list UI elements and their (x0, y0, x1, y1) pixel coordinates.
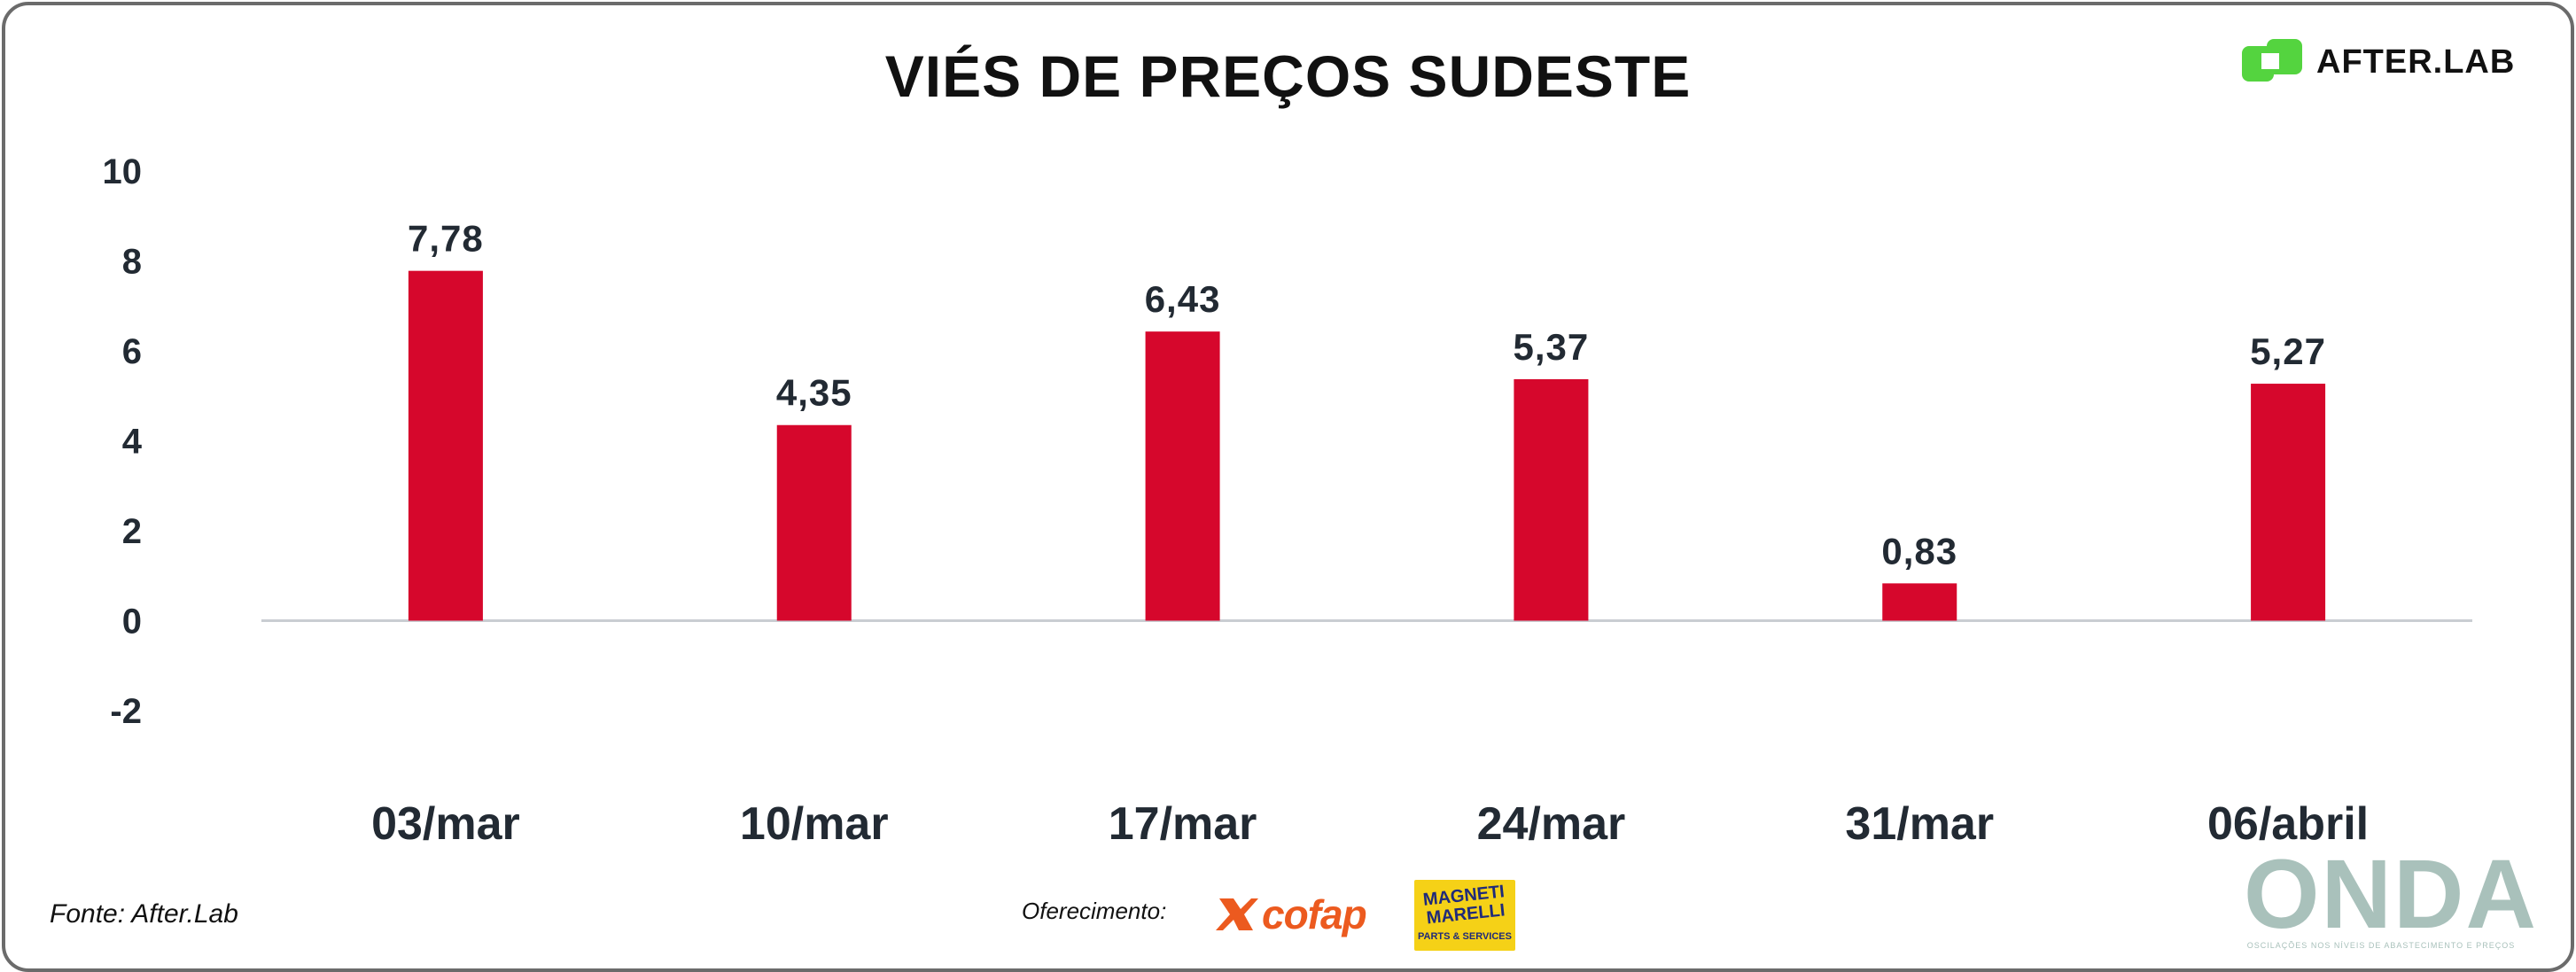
y-tick-label: -2 (110, 692, 142, 731)
magneti-marelli-sub: PARTS & SERVICES (1418, 931, 1512, 942)
afterlab-logo: AFTER.LAB (2242, 35, 2515, 89)
cofap-logo: cofap (1214, 890, 1367, 938)
bar-value-label: 6,43 (1145, 278, 1221, 320)
y-tick-label: 2 (122, 512, 142, 551)
cofap-logo-text: cofap (1262, 891, 1367, 937)
onda-logo-text: ONDA (2244, 840, 2538, 949)
source-note: Fonte: After.Lab (50, 899, 238, 929)
bar (2251, 384, 2326, 621)
onda-tagline: OSCILAÇÕES NOS NÍVEIS DE ABASTECIMENTO E… (2246, 941, 2516, 950)
bar-value-label: 5,37 (1514, 326, 1590, 368)
bar (1145, 331, 1220, 621)
cofap-x-icon (1216, 898, 1258, 930)
y-tick-label: 6 (122, 332, 142, 371)
y-tick-label: 10 (103, 152, 143, 191)
bar-value-label: 4,35 (776, 372, 852, 414)
bar-value-label: 7,78 (408, 218, 484, 260)
sponsor-label: Oferecimento: (1022, 898, 1167, 924)
chart-title: VIÉS DE PREÇOS SUDESTE (884, 43, 1692, 109)
bar (408, 270, 483, 621)
bars (408, 270, 2326, 621)
bar (1514, 378, 1589, 621)
y-tick-label: 0 (122, 603, 142, 642)
x-tick-label: 17/mar (1109, 798, 1257, 850)
x-axis: 03/mar 10/mar 17/mar 24/mar 31/mar 06/abril (371, 798, 2369, 850)
x-tick-label: 06/abril (2207, 798, 2369, 850)
y-tick-label: 8 (122, 243, 142, 282)
bar (1882, 583, 1957, 621)
x-tick-label: 24/mar (1477, 798, 1626, 850)
afterlab-logo-text: AFTER.LAB (2316, 43, 2516, 81)
magneti-marelli-name: MAGNETI MARELLI (1421, 882, 1506, 929)
y-axis: 10 8 6 4 2 0 -2 (103, 152, 143, 731)
onda-logo: ONDA OSCILAÇÕES NOS NÍVEIS DE ABASTECIME… (2244, 840, 2538, 951)
x-tick-label: 31/mar (1845, 798, 1994, 850)
bar-value-label: 0,83 (1881, 530, 1957, 572)
bar (776, 424, 852, 621)
magneti-marelli-logo: MAGNETI MARELLI PARTS & SERVICES (1414, 880, 1515, 951)
y-tick-label: 4 (122, 423, 143, 462)
x-tick-label: 10/mar (740, 798, 889, 850)
x-tick-label: 03/mar (371, 798, 520, 850)
bar-value-label: 5,27 (2250, 330, 2326, 372)
afterlab-logo-icon (2242, 39, 2302, 82)
data-labels: 7,78 4,35 6,43 5,37 0,83 5,27 (408, 218, 2326, 572)
